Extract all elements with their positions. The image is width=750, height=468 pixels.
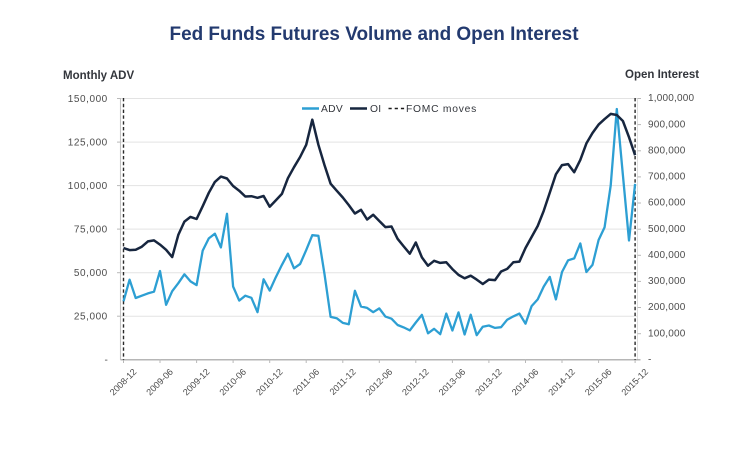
svg-text:ADV: ADV: [321, 104, 343, 115]
svg-text:OI: OI: [370, 104, 381, 115]
svg-text:1,000,000: 1,000,000: [648, 93, 695, 104]
svg-text:800,000: 800,000: [648, 146, 686, 157]
svg-text:25,000: 25,000: [74, 312, 108, 323]
svg-text:Monthly ADV: Monthly ADV: [63, 70, 134, 82]
svg-text:100,000: 100,000: [68, 181, 108, 192]
svg-text:300,000: 300,000: [648, 276, 686, 287]
svg-text:100,000: 100,000: [648, 328, 686, 339]
svg-text:FOMC moves: FOMC moves: [406, 104, 477, 115]
svg-text:400,000: 400,000: [648, 250, 686, 261]
svg-text:Fed Funds Futures Volume and O: Fed Funds Futures Volume and Open Intere…: [170, 23, 579, 45]
svg-text:-: -: [648, 355, 651, 366]
svg-text:125,000: 125,000: [68, 137, 108, 148]
svg-text:200,000: 200,000: [648, 302, 686, 313]
svg-text:50,000: 50,000: [74, 268, 108, 279]
svg-text:Open Interest: Open Interest: [625, 69, 699, 81]
svg-text:600,000: 600,000: [648, 198, 686, 209]
svg-text:900,000: 900,000: [648, 119, 686, 130]
svg-text:500,000: 500,000: [648, 224, 686, 235]
svg-text:150,000: 150,000: [68, 94, 108, 105]
svg-text:-: -: [104, 355, 107, 366]
svg-text:700,000: 700,000: [648, 172, 686, 183]
svg-text:75,000: 75,000: [74, 224, 108, 235]
